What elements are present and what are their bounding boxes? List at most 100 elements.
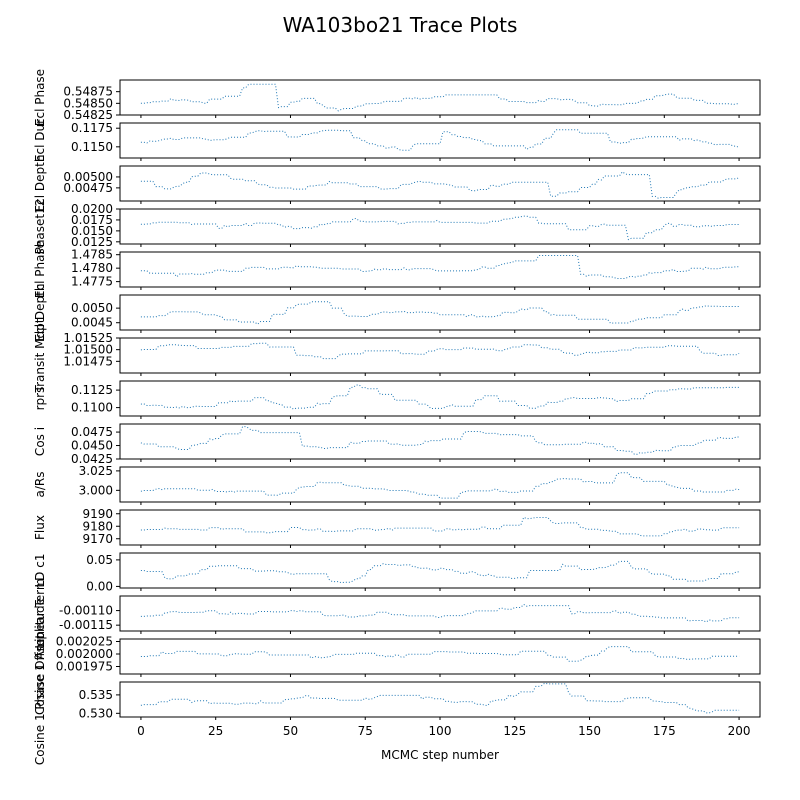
y-axis-label: Ecl Depth [33,155,47,213]
x-tick-label: 200 [728,724,751,738]
trace-panel: -0.00115-0.00110 Linear Term [33,578,761,649]
panel-frame [119,122,761,159]
y-tick-label: 0.00500 [63,170,113,184]
y-tick-label: 0.1175 [71,121,113,135]
trace-line [140,215,740,241]
y-tick-label: 0.54850 [63,96,113,110]
y-axis-label: Phaset12 [33,199,47,255]
panel-frame [119,79,761,116]
trace-line [140,171,740,199]
panel-frame [119,681,761,718]
y-axis-label: Ecl Phase [33,69,47,126]
y-tick-label: 1.01525 [63,331,113,345]
y-tick-label: 0.0200 [71,202,113,216]
y-tick-label: 0.54875 [63,85,113,99]
y-tick-label: 0.54825 [63,108,113,122]
trace-line [140,301,740,325]
y-tick-label: 1.4780 [71,261,113,275]
y-tick-label: 0.00 [86,579,113,593]
y-tick-label: 0.0150 [71,224,113,238]
y-tick-label: 0.001975 [56,660,113,674]
trace-line [140,384,740,410]
y-axis-label: Flux [33,515,47,540]
y-axis-label: rprs [33,387,47,411]
trace-line [140,516,740,537]
trace-line [140,472,740,499]
y-tick-label: 0.1100 [71,401,113,415]
y-axis-label: Cosine 1 Amplitude [33,598,47,715]
y-tick-label: 0.0050 [71,301,113,315]
x-tick-label: 175 [653,724,676,738]
y-tick-label: 0.0175 [71,213,113,227]
trace-line [140,129,740,151]
x-tick-label: 100 [429,724,452,738]
trace-line [140,646,740,662]
y-axis-label: Ecl Dur [33,119,47,162]
y-tick-label: 0.0125 [71,235,113,249]
y-tick-label: 0.0475 [71,425,113,439]
trace-panel: 0.00 0.05 LD c1 [33,552,761,593]
trace-line [140,426,740,455]
y-tick-label: 0.1150 [71,140,113,154]
y-axis-label: Ecl Depth [33,284,47,342]
trace-panel: 0.1150 0.1175 Ecl Dur [33,119,761,162]
y-tick-label: -0.00115 [59,618,113,632]
y-axis-label: Transit Mdpt [33,318,47,393]
panel-frame [119,509,761,546]
trace-line [140,342,740,360]
y-axis-label: LD c1 [33,554,47,588]
y-tick-label: 0.0450 [71,439,113,453]
y-tick-label: 0.05 [86,553,113,567]
x-tick-label: 0 [137,724,145,738]
y-tick-label: 0.1125 [71,383,113,397]
x-tick-label: 25 [208,724,223,738]
y-tick-label: 1.4775 [71,275,113,289]
trace-line [140,603,740,623]
y-tick-label: 1.01500 [63,343,113,357]
y-tick-label: 0.530 [79,706,113,720]
y-axis-label: Ecl Phase [33,241,47,298]
y-tick-label: 9190 [82,507,113,521]
trace-line [140,560,740,584]
y-tick-label: 1.4785 [71,248,113,262]
figure-title: WA103bo21 Trace Plots [283,13,518,37]
trace-panel: 3.000 3.025 a/Rs [33,464,761,505]
trace-line [140,682,740,714]
y-axis-label: Linear Term [33,578,47,648]
y-axis-label: Cos i [33,427,47,456]
panel-frame [119,595,761,632]
panel-frame [119,165,761,202]
y-tick-label: 0.0045 [71,316,113,330]
x-tick-label: 50 [283,724,298,738]
x-tick-label: 150 [578,724,601,738]
panel-frame [119,251,761,288]
y-tick-label: 0.002025 [56,635,113,649]
x-axis-label: MCMC step number [381,748,499,762]
panel-frame [119,552,761,589]
y-tick-label: 0.0425 [71,452,113,466]
panel-frame [119,380,761,417]
trace-panel: 0.530 0.535 Cosine 1 Phase Offset [33,634,761,766]
y-tick-label: 1.01475 [63,354,113,368]
x-tick-label: 75 [358,724,373,738]
y-tick-label: 0.00475 [63,181,113,195]
panel-frame [119,294,761,331]
trace-line [140,255,740,279]
y-tick-label: 9170 [82,532,113,546]
y-tick-label: 9180 [82,519,113,533]
panel-frame [119,466,761,503]
x-tick-label: 125 [503,724,526,738]
y-tick-label: 0.002000 [56,647,113,661]
trace-line [140,83,740,112]
y-axis-label: Cosine 1 Phase Offset [33,634,47,766]
